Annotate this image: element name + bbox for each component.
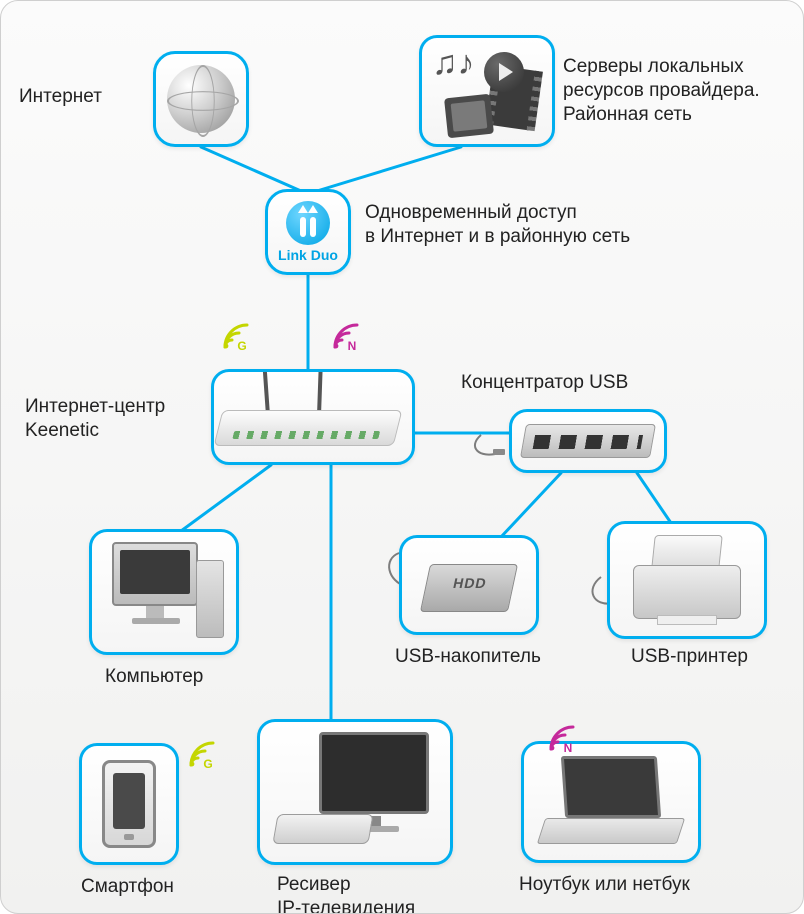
edge-servers-linkduo xyxy=(317,147,461,191)
node-pc xyxy=(89,529,239,655)
node-internet xyxy=(153,51,249,147)
iptv-icon xyxy=(275,732,435,852)
label-laptop: Ноутбук или нетбук xyxy=(519,873,690,897)
wifi-badge-n-1: N xyxy=(329,319,363,353)
label-pc: Компьютер xyxy=(105,665,203,689)
node-hdd xyxy=(399,535,539,635)
node-servers: ♫♪ xyxy=(419,35,555,147)
label-phone: Смартфон xyxy=(81,875,174,899)
svg-text:N: N xyxy=(348,339,357,353)
hdd-icon xyxy=(419,550,519,620)
printer-icon xyxy=(627,535,747,625)
linkduo-text: Link Duo xyxy=(278,247,338,263)
node-laptop xyxy=(521,741,701,863)
label-printer: USB-принтер xyxy=(631,645,748,669)
label-router: Интернет-центр Keenetic xyxy=(25,395,165,443)
edge-usbhub-hdd xyxy=(501,473,561,537)
node-phone xyxy=(79,743,179,865)
node-usbhub xyxy=(509,409,667,473)
media-icon: ♫♪ xyxy=(432,46,542,136)
label-usbhub: Концентратор USB xyxy=(461,371,628,395)
label-servers: Серверы локальных ресурсов провайдера. Р… xyxy=(563,55,760,126)
node-printer xyxy=(607,521,767,639)
usbhub-icon xyxy=(520,424,656,458)
usb-plug-0 xyxy=(493,449,505,455)
laptop-icon xyxy=(541,756,681,848)
label-linkduo: Одновременный доступ в Интернет и в райо… xyxy=(365,201,630,249)
linkduo-icon: Link Duo xyxy=(278,201,338,263)
edge-router-pc xyxy=(181,465,271,531)
globe-icon xyxy=(167,65,235,133)
node-linkduo: Link Duo xyxy=(265,189,351,275)
node-iptv xyxy=(257,719,453,865)
wifi-badge-n-3: N xyxy=(545,721,579,755)
svg-text:G: G xyxy=(203,757,212,771)
svg-text:N: N xyxy=(564,741,573,755)
pc-icon xyxy=(104,542,224,642)
wifi-badge-g-0: G xyxy=(219,319,253,353)
usb-cable-0 xyxy=(475,435,499,455)
diagram-canvas: Интернет ♫♪ Серверы локальных ресурсов п… xyxy=(0,0,804,914)
label-iptv: Ресивер IP-телевидения xyxy=(277,873,415,914)
edge-internet-linkduo xyxy=(201,147,301,191)
label-hdd: USB-накопитель xyxy=(395,645,541,669)
wifi-badge-g-2: G xyxy=(185,737,219,771)
node-router xyxy=(211,369,415,465)
label-internet: Интернет xyxy=(19,85,102,109)
router-icon xyxy=(218,382,408,452)
svg-text:G: G xyxy=(237,339,246,353)
edge-usbhub-printer xyxy=(637,473,671,523)
phone-icon xyxy=(102,760,156,848)
